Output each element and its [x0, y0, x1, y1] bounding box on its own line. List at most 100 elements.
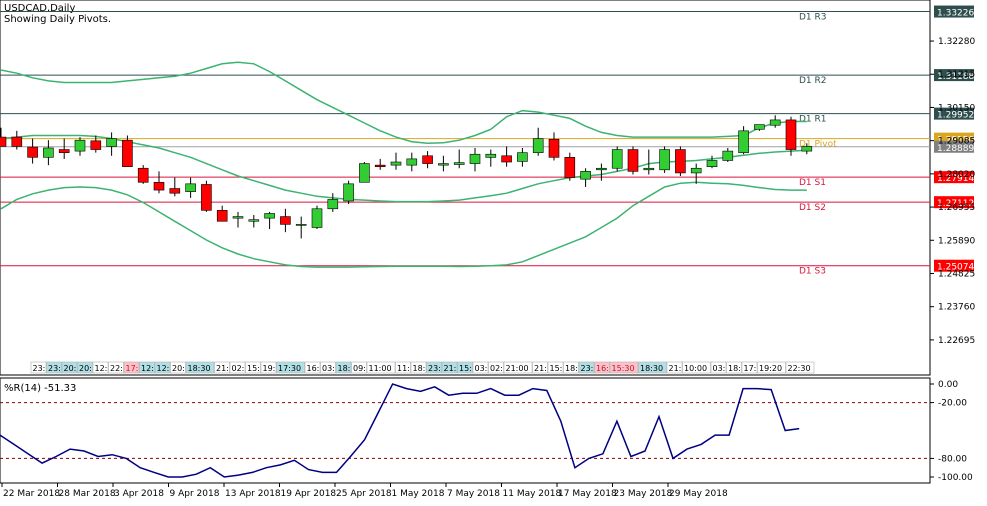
price-axis: 1.33226 1.31188 1.29952 1.29150 1.27914 1.271… [930, 5, 975, 346]
wr-indicator-label: %R(14) -51.33 [4, 383, 76, 394]
time-strip-cell [682, 361, 711, 374]
bear-candle [201, 184, 212, 211]
time-strip-cell [260, 361, 277, 374]
bear-candle [153, 181, 165, 191]
bull-candle [801, 146, 813, 152]
date-tick-label: 29 May 2018 [669, 489, 728, 499]
time-strip-label: 17: [744, 364, 757, 373]
bear-candle [280, 216, 291, 225]
price-tag-R2 [934, 69, 974, 82]
bear-candle [422, 155, 433, 164]
bull-candle [611, 149, 623, 169]
bull-candle [596, 167, 607, 171]
date-tick-label: 17 May 2018 [558, 489, 617, 499]
time-strip-label: 23: [48, 364, 61, 373]
time-strip-label: 18:30 [640, 364, 663, 373]
time-strip-cell [532, 361, 548, 374]
price-tick-label: 1.23760 [938, 303, 975, 313]
pivot-label-R1: D1 R1 [799, 115, 827, 125]
bull-candle [722, 150, 734, 161]
price-tag-S1 [934, 171, 974, 184]
bull-candle [43, 147, 54, 158]
bull-candle [580, 171, 591, 180]
price-tag-text-S1: 1.27914 [937, 174, 974, 184]
price-tick-label: 1.29085 [938, 137, 975, 147]
candlesticks [0, 115, 813, 239]
time-strip-label: 22: [110, 364, 123, 373]
time-strip-cell [276, 361, 305, 374]
time-strip-label: 12: [157, 364, 170, 373]
bull-candle [754, 124, 765, 130]
bear-candle [58, 149, 70, 153]
price-tick-label: 1.22695 [938, 336, 975, 346]
bear-candle [169, 188, 181, 194]
wr-tick-label: -100.00 [938, 473, 973, 483]
price-tick-label: 1.31215 [938, 70, 975, 80]
time-strip-label: 21: [669, 364, 682, 373]
time-strip-label: 19:20 [759, 364, 782, 373]
time-strip-label: 23: [428, 364, 441, 373]
price-tag-text-P: 1.29150 [937, 136, 974, 146]
wr-tick-label: -80.00 [938, 454, 967, 464]
bull-candle [343, 183, 354, 202]
bear-candle [216, 210, 228, 222]
time-strip-label: 18: [565, 364, 578, 373]
bollinger-lower-band [0, 181, 807, 268]
time-strip-cell [594, 361, 610, 374]
time-strip-label: 03: [475, 364, 488, 373]
time-strip-label: 20: [79, 364, 92, 373]
time-strip-label: 09: [353, 364, 366, 373]
bull-candle [359, 163, 370, 183]
bull-candle [185, 183, 196, 192]
time-strip-cell [46, 361, 62, 374]
bull-candle [659, 149, 670, 171]
time-strip-label: 16: [307, 364, 320, 373]
pivot-label-S3: D1 S3 [799, 267, 826, 277]
time-strip-label: 17:30 [278, 364, 301, 373]
bear-candle [501, 155, 512, 163]
bull-candle [74, 139, 86, 152]
time-strip-label: 12: [141, 364, 154, 373]
time-strip-label: 21:00 [506, 364, 529, 373]
time-strip-cell [441, 361, 458, 374]
bull-candle [295, 224, 307, 226]
price-tag-text-R1: 1.29952 [937, 111, 974, 121]
time-strip-label: 15: [247, 364, 260, 373]
wr-tick-label: 0.00 [938, 380, 958, 390]
time-strip-cell [320, 361, 336, 374]
time-strip-cell [92, 361, 109, 374]
price-tag-text-R2: 1.31188 [937, 72, 974, 82]
bull-candle [406, 158, 418, 166]
current-price-tag-text: 1.28889 [937, 144, 974, 154]
bull-candle [264, 213, 275, 219]
date-tick-label: 19 Apr 2018 [281, 489, 337, 499]
date-tick-label: 25 Apr 2018 [336, 489, 392, 499]
time-strip-label: 11: [397, 364, 410, 373]
time-strip-label: 02: [490, 364, 503, 373]
time-strip: 23: 23: 20: 20: 12: 22: 17: 12: 12: 20: 18:30 21: 02… [30, 361, 815, 374]
time-strip-cell [229, 361, 246, 374]
time-strip-cell [123, 361, 140, 374]
wr-line [0, 383, 800, 478]
price-tick-label: 1.28020 [938, 170, 975, 180]
wr-tick-label: -20.00 [938, 399, 967, 409]
time-strip-label: 18: [413, 364, 426, 373]
time-strip-label: 03: [322, 364, 335, 373]
pivot-label-S1: D1 S1 [799, 178, 826, 188]
price-tick-label: 1.30150 [938, 103, 975, 113]
time-strip-label: 20: [172, 364, 185, 373]
bull-candle [517, 152, 528, 162]
bull-candle [232, 216, 244, 219]
time-strip-cell [726, 361, 742, 374]
time-strip-label: 02: [232, 364, 245, 373]
time-strip-cell [547, 361, 564, 374]
time-strip-cell [785, 361, 815, 374]
bull-candle [769, 119, 781, 126]
date-tick-label: 3 Apr 2018 [114, 489, 164, 499]
date-tick-label: 22 Mar 2018 [3, 489, 60, 499]
pivot-label-R3: D1 R3 [799, 13, 827, 23]
pivot-label-P: D1 Pivot [799, 140, 837, 150]
price-tag-S3 [934, 259, 974, 272]
bollinger-upper-band [0, 61, 807, 145]
price-tick-label: 1.32280 [938, 37, 975, 47]
